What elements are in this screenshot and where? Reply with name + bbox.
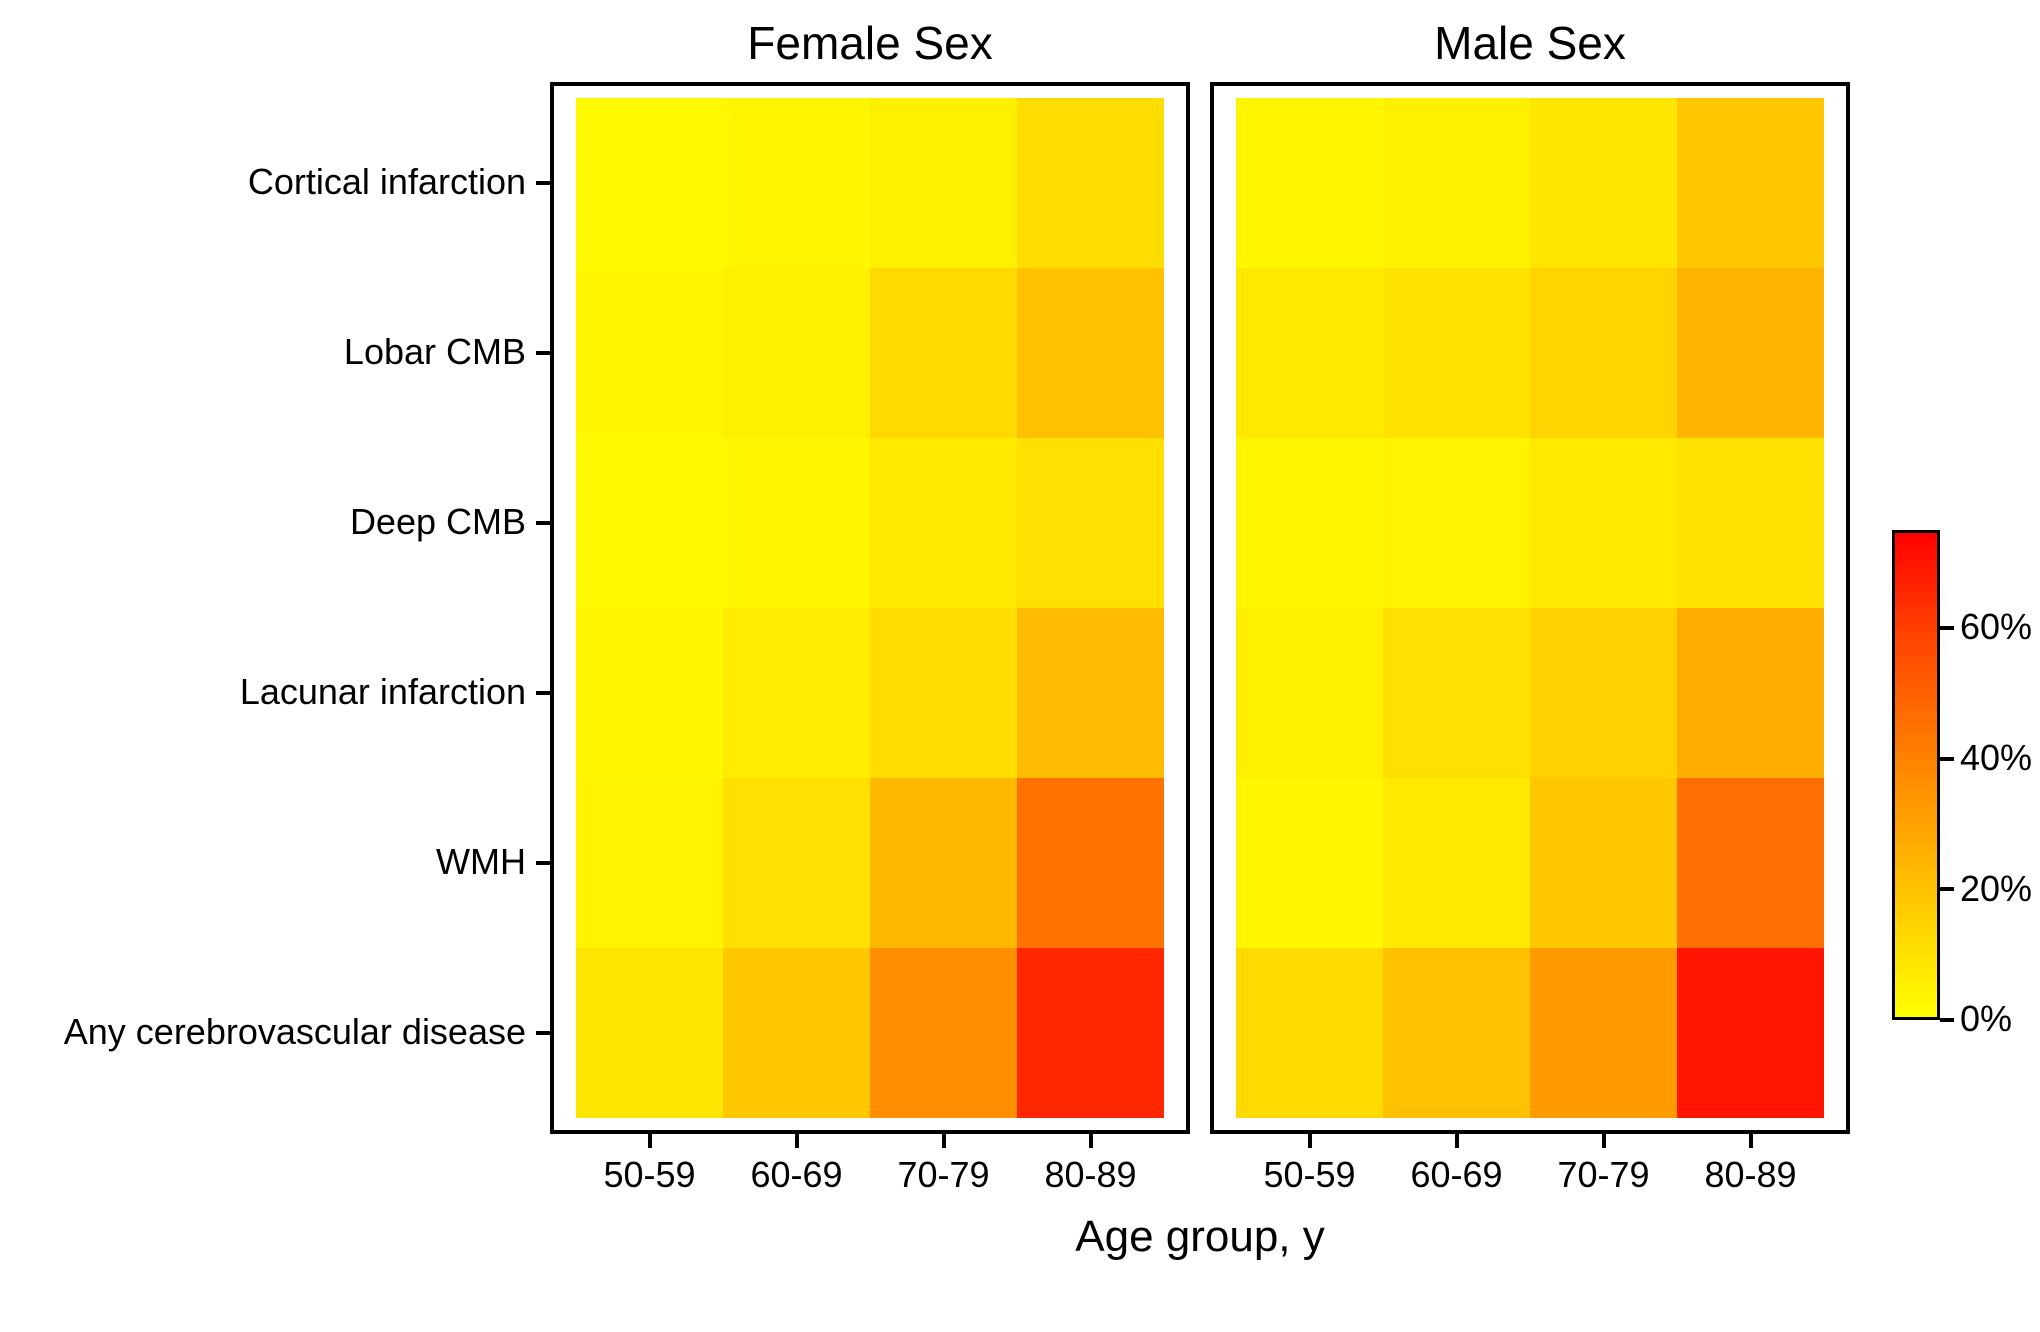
panel-title-female: Female Sex <box>550 16 1190 70</box>
heatmap-cell <box>1530 438 1677 608</box>
heatmap-cell <box>576 608 723 778</box>
heatmap-cell <box>870 438 1017 608</box>
heatmap-cell <box>723 608 870 778</box>
heatmap-cell <box>723 778 870 948</box>
x-tick <box>1602 1134 1606 1148</box>
heatmap-grid-male <box>1236 98 1824 1118</box>
y-tick-label: Lobar CMB <box>344 331 526 373</box>
legend-tick <box>1940 887 1954 891</box>
legend-tick-label: 0% <box>1960 998 2012 1040</box>
legend-tick <box>1940 757 1954 761</box>
y-tick <box>536 351 550 355</box>
x-tick <box>1308 1134 1312 1148</box>
heatmap-cell <box>1383 778 1530 948</box>
heatmap-cell <box>576 778 723 948</box>
heatmap-cell <box>1236 268 1383 438</box>
heatmap-cell <box>1677 268 1824 438</box>
heatmap-panel-male <box>1210 82 1850 1134</box>
x-tick <box>1749 1134 1753 1148</box>
heatmap-cell <box>576 268 723 438</box>
heatmap-cell <box>1236 778 1383 948</box>
x-tick-label: 50-59 <box>570 1154 730 1196</box>
panel-title-male: Male Sex <box>1210 16 1850 70</box>
y-tick-label: WMH <box>436 841 526 883</box>
x-tick-label: 50-59 <box>1230 1154 1390 1196</box>
heatmap-cell <box>1236 608 1383 778</box>
heatmap-cell <box>1677 608 1824 778</box>
x-tick-label: 80-89 <box>1671 1154 1831 1196</box>
heatmap-cell <box>723 268 870 438</box>
x-tick <box>942 1134 946 1148</box>
heatmap-cell <box>1236 948 1383 1118</box>
heatmap-cell <box>1677 778 1824 948</box>
heatmap-cell <box>1383 268 1530 438</box>
x-tick <box>1455 1134 1459 1148</box>
heatmap-cell <box>870 948 1017 1118</box>
x-tick-label: 70-79 <box>864 1154 1024 1196</box>
heatmap-cell <box>1530 948 1677 1118</box>
heatmap-grid-female <box>576 98 1164 1118</box>
y-tick <box>536 521 550 525</box>
legend-tick-label: 60% <box>1960 606 2032 648</box>
y-tick-label: Lacunar infarction <box>240 671 526 713</box>
heatmap-cell <box>1017 608 1164 778</box>
heatmap-cell <box>1677 98 1824 268</box>
heatmap-cell <box>1017 948 1164 1118</box>
x-tick <box>795 1134 799 1148</box>
y-tick <box>536 691 550 695</box>
color-legend <box>1892 530 1940 1020</box>
heatmap-cell <box>723 948 870 1118</box>
heatmap-cell <box>1530 608 1677 778</box>
heatmap-cell <box>1236 98 1383 268</box>
x-tick-label: 80-89 <box>1011 1154 1171 1196</box>
heatmap-cell <box>1383 948 1530 1118</box>
x-tick-label: 70-79 <box>1524 1154 1684 1196</box>
legend-tick-label: 40% <box>1960 737 2032 779</box>
heatmap-cell <box>1677 948 1824 1118</box>
y-tick-label: Deep CMB <box>350 501 526 543</box>
heatmap-cell <box>576 98 723 268</box>
heatmap-cell <box>1017 98 1164 268</box>
y-tick <box>536 861 550 865</box>
heatmap-cell <box>1236 438 1383 608</box>
legend-tick-label: 20% <box>1960 868 2032 910</box>
heatmap-cell <box>870 608 1017 778</box>
x-axis-title: Age group, y <box>550 1212 1850 1262</box>
heatmap-cell <box>870 268 1017 438</box>
heatmap-panel-female <box>550 82 1190 1134</box>
heatmap-cell <box>1383 438 1530 608</box>
y-tick <box>536 181 550 185</box>
heatmap-cell <box>1383 608 1530 778</box>
heatmap-cell <box>870 778 1017 948</box>
chart-canvas: Female Sex50-5960-6970-7980-89Male Sex50… <box>0 0 2040 1332</box>
heatmap-cell <box>1677 438 1824 608</box>
heatmap-cell <box>723 98 870 268</box>
y-tick <box>536 1031 550 1035</box>
x-tick <box>648 1134 652 1148</box>
heatmap-cell <box>1017 438 1164 608</box>
heatmap-cell <box>1017 778 1164 948</box>
heatmap-cell <box>576 948 723 1118</box>
heatmap-cell <box>1530 268 1677 438</box>
x-tick <box>1089 1134 1093 1148</box>
heatmap-cell <box>723 438 870 608</box>
legend-tick <box>1940 626 1954 630</box>
heatmap-cell <box>576 438 723 608</box>
y-tick-label: Cortical infarction <box>248 161 526 203</box>
heatmap-cell <box>1530 778 1677 948</box>
legend-tick <box>1940 1018 1954 1022</box>
heatmap-cell <box>1383 98 1530 268</box>
heatmap-cell <box>870 98 1017 268</box>
x-tick-label: 60-69 <box>717 1154 877 1196</box>
x-tick-label: 60-69 <box>1377 1154 1537 1196</box>
heatmap-cell <box>1530 98 1677 268</box>
heatmap-cell <box>1017 268 1164 438</box>
y-tick-label: Any cerebrovascular disease <box>64 1011 526 1053</box>
